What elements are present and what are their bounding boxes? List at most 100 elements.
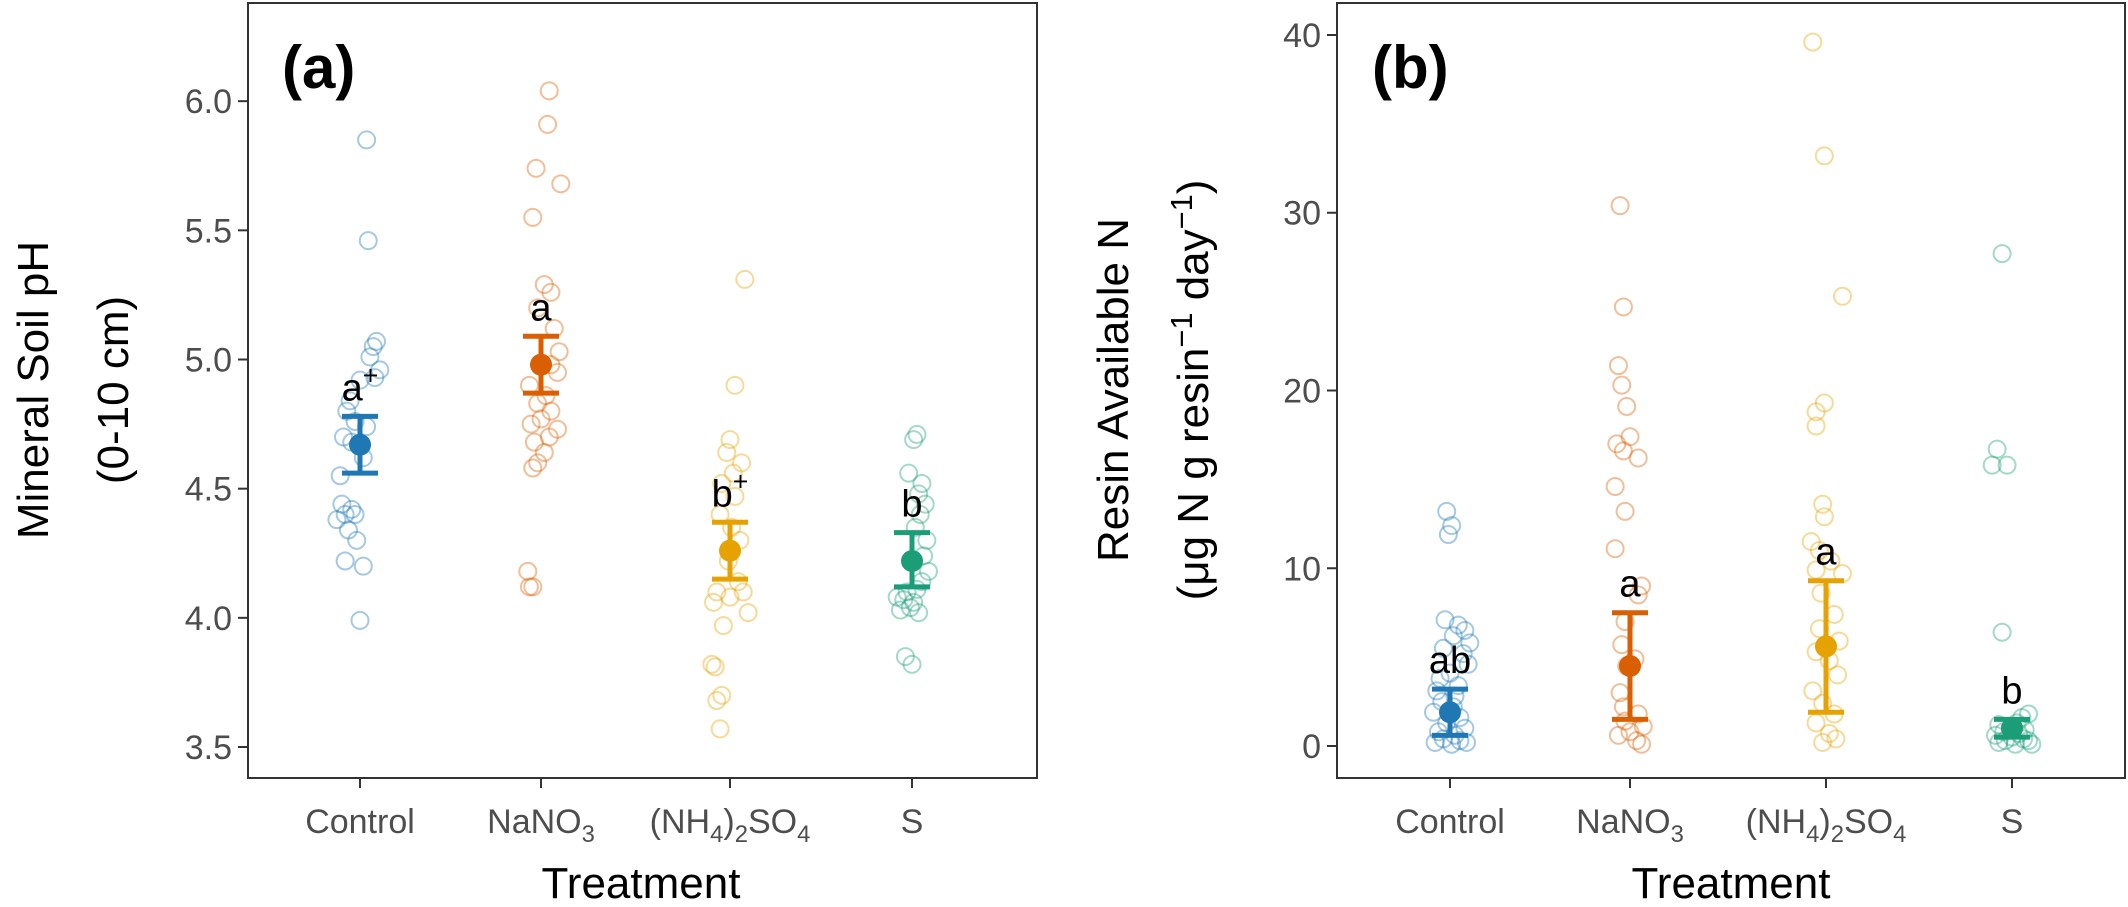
data-point: [345, 505, 365, 524]
data-point: [1982, 455, 2002, 475]
x-tick-label-control: Control: [1395, 803, 1505, 841]
data-point: [1632, 576, 1652, 596]
significance-letter: a: [1619, 564, 1641, 606]
significance-letter: b: [901, 484, 922, 526]
data-point: [524, 432, 544, 452]
data-point: [1814, 393, 1834, 413]
data-point: [728, 572, 748, 592]
mean-point: [2001, 717, 2023, 740]
data-point: [725, 486, 745, 506]
data-point: [1605, 539, 1625, 559]
panel-b-x-tick-labels: Control NaNO3 (NH4)2SO4 S: [1395, 803, 2023, 848]
data-point: [551, 174, 571, 194]
panel-b-y-title-line2: (μg N g resin−1 day−1): [1164, 180, 1218, 601]
data-point: [909, 484, 929, 504]
data-point: [1610, 196, 1630, 216]
panel-a-x-tick-labels: Control NaNO3 (NH4)2SO4 S: [305, 803, 923, 848]
mean-point: [1619, 655, 1641, 678]
data-point: [523, 577, 543, 597]
panel-b-points: [1424, 32, 2042, 754]
panel-a-y-title-line1: Mineral Soil pH: [9, 241, 58, 539]
data-point: [342, 499, 362, 519]
data-point: [528, 298, 548, 318]
data-point: [2019, 704, 2038, 724]
data-point: [539, 81, 559, 101]
data-point: [367, 331, 386, 351]
data-point: [1987, 439, 2007, 459]
data-point: [327, 510, 347, 530]
data-point: [707, 691, 727, 710]
data-point: [523, 207, 543, 227]
data-point: [732, 453, 752, 473]
data-point: [1828, 665, 1848, 685]
data-point: [1997, 455, 2017, 475]
data-point: [705, 657, 725, 677]
y-tick-label: 20: [1283, 373, 1321, 411]
data-point: [1813, 693, 1833, 713]
panel-b-y-title-line2-prefix: (μg N g resin: [1169, 348, 1218, 601]
y-tick-label: 4.0: [185, 600, 232, 638]
data-point: [1448, 676, 1468, 696]
data-point: [1443, 626, 1463, 646]
mean-point: [530, 353, 552, 376]
panel-b-y-title-line2-sup1: −1: [1164, 313, 1199, 348]
data-point: [1607, 434, 1627, 454]
data-point: [733, 582, 753, 602]
data-point: [1458, 654, 1478, 674]
y-tick-label: 3.5: [185, 729, 232, 767]
data-point: [337, 401, 357, 421]
data-point: [365, 368, 385, 388]
data-point: [534, 275, 554, 295]
data-point: [902, 654, 922, 674]
data-point: [1605, 476, 1625, 496]
data-point: [1819, 724, 1839, 744]
data-point: [541, 401, 561, 421]
panel-a-border: [247, 2, 1038, 779]
panel-a-summary: a+ a b+ b: [342, 287, 930, 590]
data-point: [894, 590, 914, 610]
data-point: [725, 375, 745, 395]
data-point: [1440, 663, 1460, 683]
data-point: [370, 360, 390, 380]
data-point: [720, 430, 740, 450]
data-point: [519, 577, 539, 597]
x-tick-label-control: Control: [305, 803, 415, 841]
data-point: [1628, 585, 1648, 605]
data-point: [904, 592, 924, 612]
data-point: [358, 231, 378, 251]
mean-point: [719, 539, 741, 562]
panel-a-x-axis: [359, 778, 913, 788]
data-point: [1433, 729, 1453, 749]
data-point: [357, 130, 377, 150]
data-point: [710, 719, 730, 739]
data-point: [907, 424, 927, 444]
mean-point: [901, 550, 923, 572]
panel-b-y-title-line2-mid: day: [1169, 229, 1218, 312]
significance-letter: b: [2001, 670, 2022, 712]
data-point: [360, 347, 380, 367]
data-point: [1803, 681, 1823, 701]
data-point: [347, 530, 367, 550]
data-point: [541, 282, 561, 302]
data-point: [1615, 501, 1635, 521]
mean-point: [349, 433, 371, 456]
x-tick-label-nh4so4: (NH4)2SO4: [650, 803, 811, 848]
panel-b-x-title: Treatment: [1632, 859, 1831, 907]
data-point: [723, 463, 743, 483]
data-point: [1613, 441, 1633, 461]
data-point: [1833, 286, 1852, 306]
data-point: [1806, 402, 1826, 422]
panel-b-x-axis: [1449, 778, 2013, 788]
data-point: [1632, 734, 1652, 754]
data-point: [1814, 507, 1834, 527]
data-point: [702, 654, 722, 674]
data-point: [1438, 524, 1458, 544]
data-point: [1453, 644, 1473, 664]
data-point: [907, 579, 927, 599]
data-point: [1813, 732, 1833, 752]
data-point: [1620, 427, 1640, 447]
data-point: [720, 587, 740, 607]
data-point: [1814, 146, 1834, 166]
y-tick-label: 40: [1283, 17, 1321, 55]
data-point: [1617, 396, 1637, 416]
